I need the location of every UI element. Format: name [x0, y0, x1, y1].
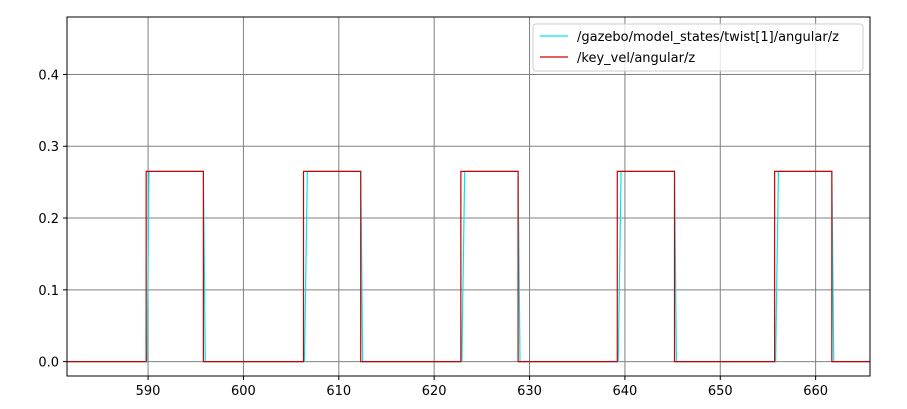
x-tick-label: 660: [803, 384, 828, 399]
legend-box: [532, 23, 864, 72]
y-tick-label: 0.0: [38, 356, 59, 371]
x-tick-label: 630: [517, 384, 542, 399]
x-tick-label: 640: [612, 384, 637, 399]
y-tick-label: 0.1: [38, 284, 59, 299]
y-tick-label: 0.3: [38, 140, 59, 155]
series-lines: [67, 170, 870, 363]
x-tick-label: 610: [326, 384, 351, 399]
x-tick-label: 590: [136, 384, 161, 399]
plot-frame: [66, 16, 871, 377]
plot-area: [67, 17, 870, 376]
grid: [67, 17, 870, 376]
axis-ticks: 590 600 610 620 630 640 650 660 0.0 0.1 0.2 0.3 0.4: [38, 68, 828, 399]
y-tick-label: 0.4: [38, 68, 59, 83]
legend-label-gazebo: /gazebo/model_states/twist[1]/angular/z: [577, 30, 839, 45]
x-tick-label: 650: [708, 384, 733, 399]
x-tick-label: 600: [231, 384, 256, 399]
y-tick-label: 0.2: [38, 212, 59, 227]
legend-label-key-vel: /key_vel/angular/z: [577, 51, 695, 66]
series-line-key-vel: [67, 170, 870, 363]
x-tick-label: 620: [422, 384, 447, 399]
legend: /gazebo/model_states/twist[1]/angular/z …: [532, 23, 864, 72]
